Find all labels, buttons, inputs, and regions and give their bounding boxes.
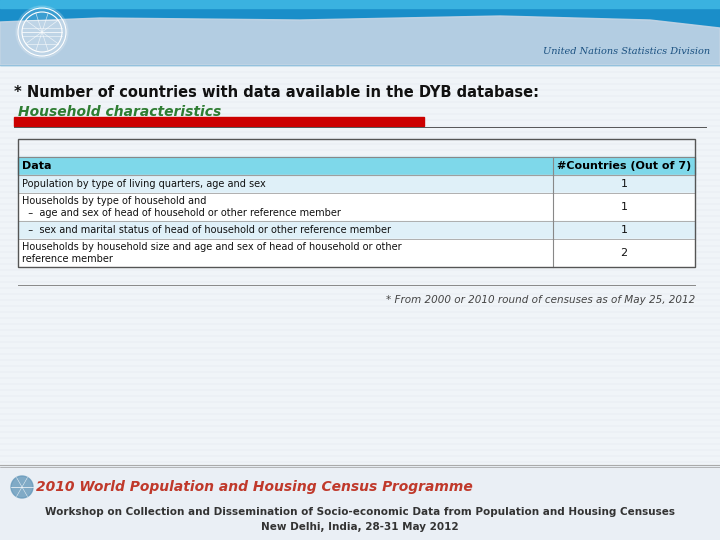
Bar (18, 175, 695, 193)
Bar (18, 239, 695, 267)
Text: Workshop on Collection and Dissemination of Socio-economic Data from Population : Workshop on Collection and Dissemination… (45, 507, 675, 517)
Text: United Nations Statistics Division: United Nations Statistics Division (543, 48, 710, 57)
Bar (18, 139, 695, 267)
Text: Households by type of household and
  –  age and sex of head of household or oth: Households by type of household and – ag… (22, 196, 341, 218)
Bar (18, 193, 695, 221)
Text: Data: Data (22, 161, 52, 171)
Bar (0, 465, 720, 540)
Bar (18, 239, 695, 267)
Bar (14, 117, 424, 126)
Text: 1: 1 (621, 202, 628, 212)
Text: 2010 World Population and Housing Census Programme: 2010 World Population and Housing Census… (36, 480, 473, 494)
Bar (0, 0, 720, 65)
Text: New Delhi, India, 28-31 May 2012: New Delhi, India, 28-31 May 2012 (261, 522, 459, 532)
Text: –  sex and marital status of head of household or other reference member: – sex and marital status of head of hous… (22, 225, 391, 235)
Text: 1: 1 (621, 225, 628, 235)
Text: 2: 2 (621, 248, 628, 258)
Bar (18, 157, 695, 175)
Bar (18, 175, 695, 193)
Text: #Countries (Out of 7): #Countries (Out of 7) (557, 161, 691, 171)
Bar (18, 221, 695, 239)
Circle shape (11, 476, 33, 498)
Bar (18, 221, 695, 239)
Circle shape (16, 6, 68, 58)
Bar (0, 0, 720, 8)
Text: * Number of countries with data available in the DYB database:: * Number of countries with data availabl… (14, 85, 539, 100)
Polygon shape (0, 16, 720, 65)
Bar (18, 157, 695, 175)
Text: 1: 1 (621, 179, 628, 189)
Text: Households by household size and age and sex of head of household or other
refer: Households by household size and age and… (22, 242, 402, 264)
Text: Household characteristics: Household characteristics (18, 105, 221, 119)
Text: Population by type of living quarters, age and sex: Population by type of living quarters, a… (22, 179, 266, 189)
Bar (18, 193, 695, 221)
Text: * From 2000 or 2010 round of censuses as of May 25, 2012: * From 2000 or 2010 round of censuses as… (386, 295, 695, 305)
